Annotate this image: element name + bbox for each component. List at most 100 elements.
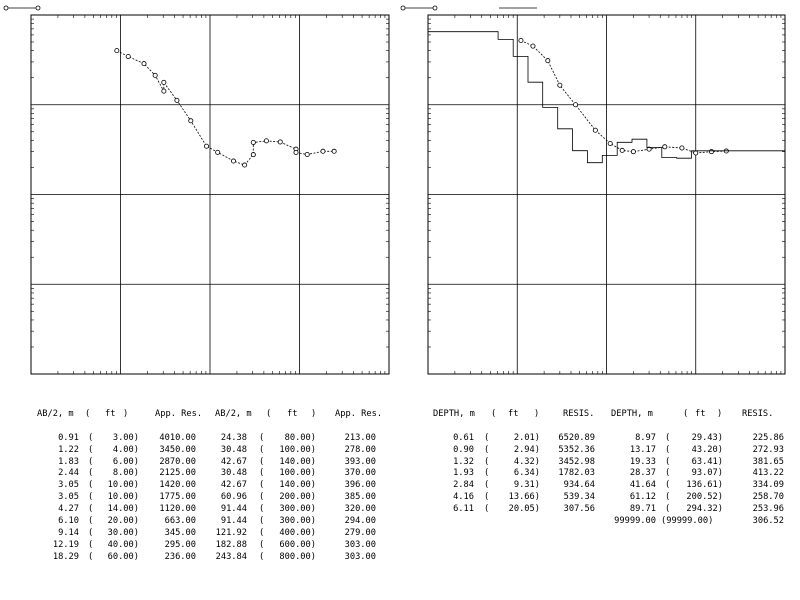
table-header-cell: DEPTH, m — [433, 409, 475, 419]
table-cell: 99999.00 — [614, 516, 656, 527]
table-cell: ( — [484, 432, 490, 443]
table-cell: 0.90 — [453, 444, 474, 455]
table-cell: 1120.00 — [159, 504, 196, 515]
table-cell: ( — [88, 432, 94, 443]
table-cell: ( — [484, 444, 490, 455]
table-cell: 20.00) — [107, 516, 139, 527]
table-cell: 80.00) — [284, 432, 316, 443]
table-cell: 370.00 — [344, 468, 376, 479]
table-cell: 303.00 — [344, 551, 376, 562]
table-header-cell: RESIS. — [563, 409, 595, 419]
table-cell: ( — [259, 492, 265, 503]
table-cell: 236.00 — [164, 551, 196, 562]
table-header-cell: ) — [534, 409, 540, 419]
data-point — [573, 102, 579, 108]
table-cell: 8.00) — [112, 468, 139, 479]
table-cell: ( — [259, 456, 265, 467]
data-point — [125, 53, 131, 59]
table-header-cell: ft — [695, 409, 706, 419]
table-cell: 303.00 — [344, 539, 376, 550]
table-cell: 93.07) — [691, 468, 723, 479]
table-cell: 1.93 — [453, 468, 474, 479]
data-point — [662, 144, 668, 150]
table-cell: 5352.36 — [558, 444, 595, 455]
table-cell: ( — [484, 468, 490, 479]
table-cell: 2.44 — [58, 468, 79, 479]
table-cell: ( — [484, 492, 490, 503]
table-cell: 1.32 — [453, 456, 474, 467]
table-cell: 43.20) — [691, 444, 723, 455]
data-point — [161, 79, 167, 85]
data-point — [152, 72, 158, 78]
table-cell: 3.05 — [58, 492, 79, 503]
table-cell: 3.05 — [58, 480, 79, 491]
legend-marker — [400, 5, 406, 11]
table-cell: 243.84 — [215, 551, 247, 562]
table-cell: 12.19 — [52, 539, 79, 550]
data-point — [607, 141, 613, 147]
table-cell: 3450.00 — [159, 444, 196, 455]
table-cell: 24.38 — [220, 432, 247, 443]
table-cell: 60.96 — [220, 492, 247, 503]
table-cell: ( — [665, 480, 671, 491]
table-cell: 307.56 — [563, 504, 595, 515]
table-cell: 40.00) — [107, 539, 139, 550]
table-header-cell: ( — [683, 409, 689, 419]
table-header-cell: ft — [105, 409, 116, 419]
table-cell: 385.00 — [344, 492, 376, 503]
table-cell: ( — [259, 516, 265, 527]
table-cell: 29.43) — [691, 432, 723, 443]
data-point — [630, 149, 636, 155]
table-cell: 121.92 — [215, 527, 247, 538]
data-point — [114, 48, 120, 54]
table-cell: ( — [88, 527, 94, 538]
table-cell: 200.52) — [686, 492, 723, 503]
table-cell: ( — [665, 444, 671, 455]
table-cell: 182.88 — [215, 539, 247, 550]
table-header-cell: App. Res. — [155, 409, 203, 419]
table-cell: 4.32) — [513, 456, 540, 467]
table-cell: 413.22 — [752, 468, 784, 479]
table-cell: 258.70 — [752, 492, 784, 503]
legend-marker — [432, 5, 438, 11]
table-cell: ( — [88, 480, 94, 491]
data-point — [141, 61, 147, 67]
data-point — [293, 149, 299, 155]
table-cell: 60.00) — [107, 551, 139, 562]
data-point — [174, 97, 180, 103]
table-header-cell: ( — [85, 409, 91, 419]
table-header-cell: ft — [287, 409, 298, 419]
table-cell: ( — [484, 504, 490, 515]
table-cell: 393.00 — [344, 456, 376, 467]
table-header-cell: ) — [311, 409, 317, 419]
data-point — [708, 149, 714, 155]
table-cell: 1.22 — [58, 444, 79, 455]
table-cell: 2125.00 — [159, 468, 196, 479]
series-line — [116, 50, 335, 166]
table-cell: 6.11 — [453, 504, 474, 515]
table-cell: 2.94) — [513, 444, 540, 455]
data-point — [215, 149, 221, 155]
table-cell: 140.00) — [279, 480, 316, 491]
table-header-cell: ( — [491, 409, 497, 419]
table-cell: 800.00) — [279, 551, 316, 562]
table-cell: 91.44 — [220, 504, 247, 515]
table-cell: 61.12 — [629, 492, 656, 503]
data-point — [230, 158, 236, 164]
table-cell: 0.61 — [453, 432, 474, 443]
table-cell: 30.00) — [107, 527, 139, 538]
table-cell: ( — [88, 516, 94, 527]
legend-marker — [35, 5, 41, 11]
table-cell: ( — [88, 468, 94, 479]
table-cell: ( — [88, 492, 94, 503]
table-cell: 13.66) — [508, 492, 540, 503]
table-cell: ( — [88, 456, 94, 467]
data-point — [263, 138, 269, 144]
table-cell: 41.64 — [629, 480, 656, 491]
data-point — [518, 37, 524, 43]
table-cell: ( — [88, 539, 94, 550]
table-cell: 19.33 — [629, 456, 656, 467]
table-cell: 294.00 — [344, 516, 376, 527]
table-cell: 140.00) — [279, 456, 316, 467]
